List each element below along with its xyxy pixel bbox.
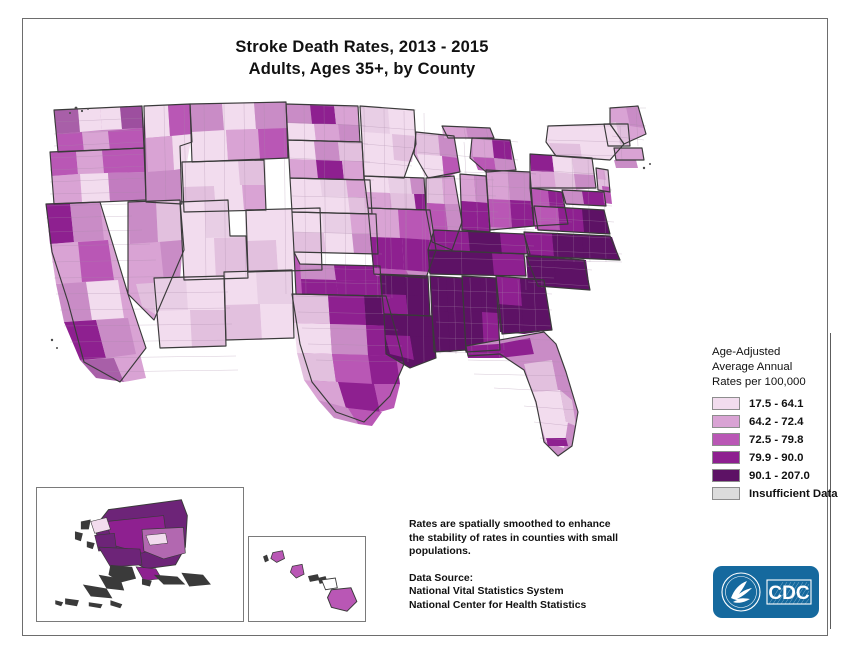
- map-geometry: [45, 101, 651, 457]
- notes-spacer: [409, 559, 659, 572]
- hhs-seal-icon: [721, 572, 761, 612]
- legend-swatch-1: [712, 415, 740, 429]
- svg-text:CDC: CDC: [768, 583, 809, 604]
- legend-heading-line-2: Average Annual: [712, 361, 793, 374]
- legend-item-2[interactable]: 72.5 - 79.8: [712, 433, 834, 447]
- legend-divider: [830, 333, 831, 629]
- map-footnotes: Rates are spatially smoothed to enhance …: [409, 518, 659, 613]
- legend-swatch-3: [712, 451, 740, 465]
- cdc-logo[interactable]: CDC: [713, 566, 819, 618]
- map-legend: Age-Adjusted Average Annual Rates per 10…: [712, 345, 838, 505]
- state-boundaries: [45, 101, 647, 457]
- legend-swatch-2: [712, 433, 740, 447]
- smoothing-note-line-1: Rates are spatially smoothed to enhance: [409, 519, 611, 530]
- legend-item-5[interactable]: Insufficient Data: [712, 487, 838, 501]
- legend-label-3: 79.9 - 90.0: [749, 451, 804, 464]
- data-source-line-2: National Center for Health Statistics: [409, 599, 587, 611]
- coastal-detail: [50, 106, 651, 349]
- legend-heading-line-3: Rates per 100,000: [712, 376, 806, 389]
- data-source-line-1: National Vital Statistics System: [409, 586, 564, 598]
- legend-item-4[interactable]: 90.1 - 207.0: [712, 469, 834, 483]
- smoothing-note-line-2: the stability of rates in counties with …: [409, 532, 619, 544]
- legend-rows: 17.5 - 64.1 64.2 - 72.4 72.5 - 79.8 79.9…: [712, 397, 838, 501]
- legend-item-1[interactable]: 64.2 - 72.4: [712, 415, 834, 429]
- data-source-heading: Data Source:: [409, 572, 474, 584]
- legend-label-5: Insufficient Data: [749, 487, 838, 500]
- legend-label-4: 90.1 - 207.0: [749, 469, 810, 482]
- legend-swatch-4: [712, 469, 740, 483]
- legend-label-1: 64.2 - 72.4: [749, 415, 804, 428]
- legend-item-0[interactable]: 17.5 - 64.1: [712, 397, 834, 411]
- legend-label-2: 72.5 - 79.8: [749, 433, 804, 446]
- smoothing-note-line-3: populations.: [409, 546, 471, 558]
- alaska-inset[interactable]: [36, 487, 244, 622]
- legend-heading: Age-Adjusted Average Annual Rates per 10…: [712, 345, 834, 391]
- alaska-geometry: [55, 499, 211, 609]
- cdc-wordmark: CDC: [766, 579, 812, 605]
- legend-heading-line-1: Age-Adjusted: [712, 346, 781, 358]
- legend-item-3[interactable]: 79.9 - 90.0: [712, 451, 834, 465]
- hawaii-inset[interactable]: [248, 536, 366, 622]
- legend-swatch-0: [712, 397, 740, 411]
- title-line-1: Stroke Death Rates, 2013 - 2015: [235, 38, 489, 56]
- legend-label-0: 17.5 - 64.1: [749, 397, 804, 410]
- us-county-choropleth-map[interactable]: [24, 82, 724, 522]
- legend-swatch-5: [712, 487, 740, 501]
- hawaii-geometry: [263, 550, 358, 612]
- title-line-2: Adults, Ages 35+, by County: [248, 60, 476, 78]
- page-title: Stroke Death Rates, 2013 - 2015 Adults, …: [22, 36, 702, 80]
